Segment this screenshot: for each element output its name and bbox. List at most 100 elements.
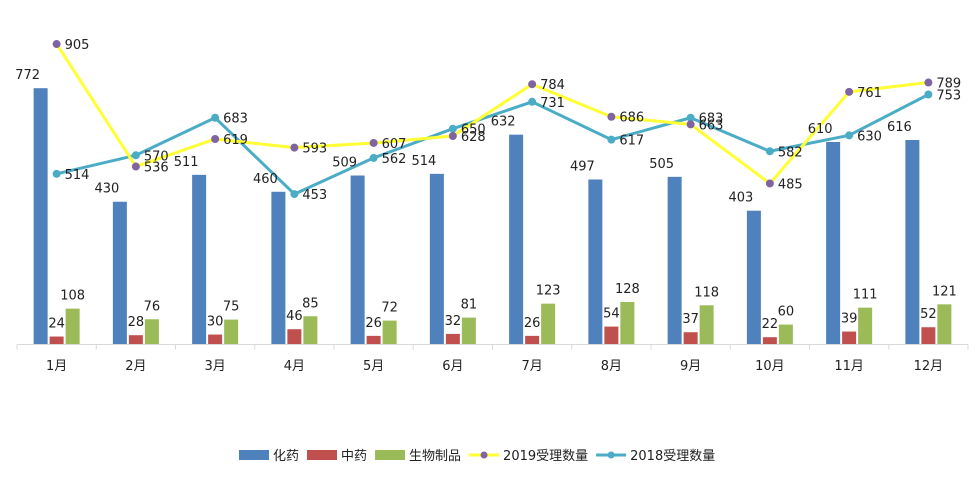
bar-1-9 [667, 176, 682, 345]
line-point-5-12 [924, 90, 933, 99]
bar-2-9 [683, 332, 698, 345]
x-tick-layer: 1月 2月 3月 4月 5月 6月 7月 8月 9月 10月 11月 12月 [16, 344, 969, 374]
legend-item-4: 2019受理数量 [469, 449, 588, 464]
bar-label-2-9: 37 [682, 312, 699, 327]
line-label-5-7: 731 [540, 96, 565, 111]
line-label-4-2: 536 [144, 161, 169, 176]
bar-label-1-1: 772 [15, 68, 40, 83]
line-point-5-2 [131, 151, 140, 160]
bar-1-4 [271, 191, 286, 345]
line-point-4-7 [528, 80, 537, 89]
bar-label-1-8: 497 [570, 159, 595, 174]
bar-2-6 [445, 333, 460, 345]
bar-1-7 [509, 134, 524, 345]
line-point-4-5 [369, 138, 378, 147]
line-label-4-1: 905 [65, 38, 90, 53]
bar-label-1-12: 616 [887, 120, 912, 135]
legend-marker-4 [480, 451, 488, 459]
bar-label-1-6: 514 [411, 154, 436, 169]
line-label-5-4: 453 [302, 188, 327, 203]
bar-3-11 [858, 307, 873, 345]
bar-1-10 [746, 210, 761, 345]
x-tick-label-5: 5月 [363, 359, 384, 374]
bar-label-3-8: 128 [615, 282, 640, 297]
bar-label-2-10: 22 [762, 317, 779, 332]
line-label-5-12: 753 [936, 89, 961, 104]
bar-label-1-5: 509 [332, 156, 357, 171]
legend: 化药 中药 生物制品 2019受理数量 2018受理数量 [239, 449, 715, 464]
bar-label-3-12: 121 [932, 284, 957, 299]
x-tick-label-12: 12月 [914, 359, 944, 374]
bar-label-3-11: 111 [853, 288, 878, 303]
line-label-4-11: 761 [857, 86, 882, 101]
x-tick-label-11: 11月 [834, 359, 864, 374]
line-point-5-11 [845, 131, 854, 140]
bar-label-2-8: 54 [603, 307, 620, 322]
bar-label-2-7: 26 [524, 316, 541, 331]
legend-item-1: 化药 [239, 449, 299, 464]
bar-label-1-2: 430 [94, 182, 119, 197]
line-point-5-9 [686, 113, 695, 122]
bar-2-8 [604, 326, 619, 345]
line-5 [55, 93, 930, 196]
line-point-4-8 [607, 112, 616, 121]
x-tick-label-8: 8月 [601, 359, 622, 374]
legend-swatch-3 [375, 450, 406, 460]
bar-label-3-10: 60 [778, 305, 795, 320]
line-point-4-11 [845, 87, 854, 96]
bar-1-2 [112, 201, 127, 345]
legend-swatch-1 [239, 450, 269, 460]
line-point-5-5 [369, 153, 378, 162]
line-label-5-8: 617 [619, 134, 644, 149]
line-label-4-9: 663 [699, 118, 724, 133]
line-label-4-12: 789 [936, 77, 961, 92]
bar-label-3-6: 81 [461, 298, 478, 313]
x-tick-label-10: 10月 [755, 359, 785, 374]
legend-swatch-2 [307, 450, 338, 460]
bar-label-3-9: 118 [694, 285, 719, 300]
legend-item-3: 生物制品 [375, 449, 461, 464]
bar-3-4 [303, 316, 318, 345]
line-label-4-8: 686 [619, 111, 644, 126]
bar-label-2-1: 24 [48, 317, 65, 332]
line-label-5-6: 650 [461, 123, 486, 138]
bar-3-6 [461, 317, 476, 345]
line-4 [55, 42, 930, 185]
bar-1-11 [826, 141, 841, 345]
line-label-4-5: 607 [382, 137, 407, 152]
bar-1-1 [33, 88, 48, 345]
bar-1-6 [429, 173, 444, 345]
line-point-4-3 [211, 134, 220, 143]
bar-label-1-4: 460 [253, 172, 278, 187]
x-tick-label-6: 6月 [442, 359, 463, 374]
data-label-layer: 772 430 511 460 509 514 632 497 505 403 610 616 24 28… [15, 38, 961, 332]
bar-label-2-3: 30 [207, 315, 224, 330]
line-label-4-4: 593 [302, 142, 327, 157]
line-label-5-9: 683 [699, 112, 724, 127]
bar-1-8 [588, 179, 603, 345]
bar-label-2-5: 26 [365, 316, 382, 331]
bar-2-5 [366, 335, 381, 345]
bar-label-3-3: 75 [223, 300, 240, 315]
bar-1-5 [350, 175, 365, 345]
line-layer [52, 40, 933, 199]
line-label-5-11: 630 [857, 129, 882, 144]
line-label-4-3: 619 [223, 133, 248, 148]
bar-label-3-7: 123 [536, 284, 561, 299]
line-point-4-12 [924, 78, 933, 87]
bar-3-1 [65, 308, 80, 345]
line-point-5-1 [52, 169, 61, 178]
line-label-5-10: 582 [778, 145, 803, 160]
bar-3-9 [699, 305, 714, 345]
line-point-5-7 [528, 97, 537, 106]
line-point-4-6 [448, 132, 457, 141]
x-tick-label-3: 3月 [204, 359, 225, 374]
bar-3-8 [620, 302, 635, 345]
line-label-5-1: 514 [65, 168, 90, 183]
line-point-4-1 [52, 40, 61, 49]
bar-2-11 [842, 331, 857, 345]
x-tick-label-2: 2月 [125, 359, 146, 374]
line-label-4-6: 628 [461, 130, 486, 145]
bar-label-2-11: 39 [841, 312, 858, 327]
